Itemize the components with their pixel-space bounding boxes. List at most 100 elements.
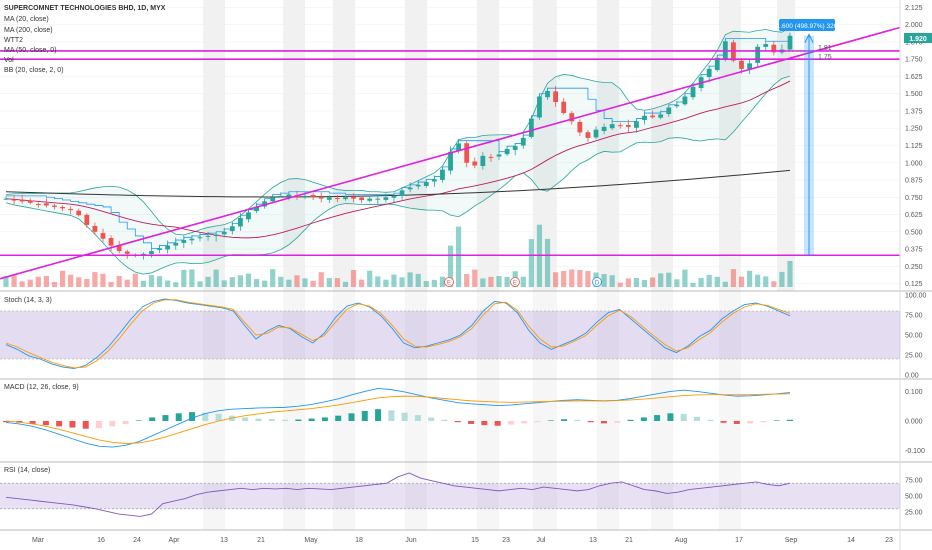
macd-histogram-bar bbox=[787, 419, 793, 421]
price-tick-label: 2.125 bbox=[905, 5, 923, 12]
stoch-title: Stoch (14, 3, 3) bbox=[4, 297, 52, 304]
macd-histogram-bar bbox=[295, 419, 302, 421]
macd-histogram-bar bbox=[614, 421, 621, 423]
macd-histogram-bar bbox=[507, 421, 514, 425]
volume-bar bbox=[165, 280, 171, 287]
candle-body bbox=[763, 44, 769, 47]
volume-bar bbox=[253, 279, 260, 287]
volume-bar bbox=[601, 274, 607, 287]
macd-tick-label: 0.000 bbox=[905, 419, 923, 426]
macd-histogram-bar bbox=[69, 421, 76, 428]
candle-body bbox=[124, 251, 130, 254]
volume-bar bbox=[423, 281, 429, 287]
legend-indicator-ma200: MA (200, close) bbox=[4, 27, 53, 34]
stoch-k-line bbox=[5, 298, 791, 370]
candle-body bbox=[755, 46, 761, 63]
candle-body bbox=[585, 132, 591, 138]
candle-body bbox=[3, 198, 9, 200]
time-tick-label: 17 bbox=[735, 537, 743, 544]
volume-bar bbox=[722, 281, 728, 287]
candle-body bbox=[197, 237, 203, 239]
macd-histogram-bar bbox=[82, 421, 89, 429]
rsi-band bbox=[0, 483, 900, 509]
macd-histogram-bar bbox=[242, 417, 249, 421]
candle-body bbox=[666, 107, 672, 115]
candle-body bbox=[528, 118, 534, 137]
candle-body bbox=[351, 196, 356, 199]
candle-body bbox=[359, 197, 365, 201]
rsi-tick-label: 75.00 bbox=[905, 478, 923, 485]
volume-bar bbox=[19, 281, 25, 287]
candle-body bbox=[27, 200, 33, 203]
price-tick-label: 0.125 bbox=[905, 281, 923, 288]
candle-body bbox=[237, 217, 243, 227]
macd-histogram-bar bbox=[561, 419, 568, 421]
bollinger-upper bbox=[5, 27, 791, 236]
volume-bar bbox=[213, 269, 219, 287]
macd-histogram-bar bbox=[135, 420, 142, 422]
price-tick-label: 1.125 bbox=[905, 143, 923, 150]
volume-bar bbox=[787, 261, 793, 287]
candle-body bbox=[722, 41, 728, 59]
time-tick-label: Apr bbox=[169, 537, 181, 544]
candle-body bbox=[771, 44, 777, 53]
macd-histogram-bar bbox=[600, 421, 607, 424]
candle-body bbox=[334, 197, 340, 199]
volume-bar bbox=[690, 282, 696, 287]
bollinger-lower bbox=[5, 75, 791, 275]
price-tick-label: 0.375 bbox=[905, 247, 923, 254]
candle-body bbox=[52, 205, 57, 207]
candle-body bbox=[674, 104, 680, 107]
candle-body bbox=[35, 203, 41, 205]
volume-bar bbox=[779, 271, 785, 287]
candle-body bbox=[399, 190, 405, 196]
volume-bar bbox=[431, 279, 437, 287]
candle-body bbox=[213, 234, 219, 237]
volume-bar bbox=[342, 281, 349, 287]
time-tick-label: 24 bbox=[133, 537, 141, 544]
macd-histogram-bar bbox=[308, 418, 315, 421]
volume-bar bbox=[464, 273, 470, 287]
volume-bar bbox=[625, 278, 631, 287]
macd-histogram-bar bbox=[733, 421, 740, 424]
candle-body bbox=[739, 60, 744, 69]
time-tick-label: 21 bbox=[625, 537, 633, 544]
volume-bar bbox=[609, 275, 615, 287]
macd-histogram-bar bbox=[667, 413, 674, 421]
candle-body bbox=[520, 137, 526, 146]
candle-body bbox=[545, 90, 550, 98]
candle-body bbox=[456, 143, 462, 151]
macd-histogram-bar bbox=[122, 421, 129, 424]
macd-histogram-bar bbox=[109, 421, 116, 427]
volume-bar bbox=[27, 279, 33, 287]
legend-indicator-ma50: MA (50, close, 0) bbox=[4, 47, 57, 54]
volume-bar bbox=[229, 277, 235, 287]
volume-bar bbox=[237, 275, 243, 287]
price-tick-label: 2.000 bbox=[905, 22, 923, 29]
volume-bar bbox=[383, 279, 389, 287]
volume-bar bbox=[359, 279, 365, 287]
volume-bar bbox=[189, 269, 195, 287]
macd-histogram-bar bbox=[693, 416, 700, 421]
macd-histogram-bar bbox=[521, 421, 528, 424]
candle-body bbox=[472, 161, 478, 166]
legend-symbol: SUPERCOMNET TECHNOLOGIES BHD, 1D, MYX bbox=[4, 5, 166, 12]
volume-bar bbox=[245, 273, 252, 287]
macd-tick-label: -0.100 bbox=[905, 448, 925, 455]
volume-bar bbox=[682, 269, 688, 287]
time-tick-label: Sep bbox=[785, 537, 798, 544]
volume-bar bbox=[68, 274, 74, 287]
price-tick-label: 1.000 bbox=[905, 160, 923, 167]
price-tick-label: 0.250 bbox=[905, 264, 923, 271]
candle-body bbox=[302, 195, 308, 197]
candle-body bbox=[262, 201, 268, 207]
macd-histogram-bar bbox=[747, 421, 754, 424]
candle-body bbox=[423, 182, 429, 186]
volume-bar bbox=[318, 272, 324, 287]
candle-body bbox=[318, 197, 324, 199]
time-tick-label: 18 bbox=[355, 537, 363, 544]
time-tick-label: 13 bbox=[220, 537, 228, 544]
volume-bar bbox=[197, 281, 203, 287]
horizontal-levels bbox=[0, 50, 900, 257]
